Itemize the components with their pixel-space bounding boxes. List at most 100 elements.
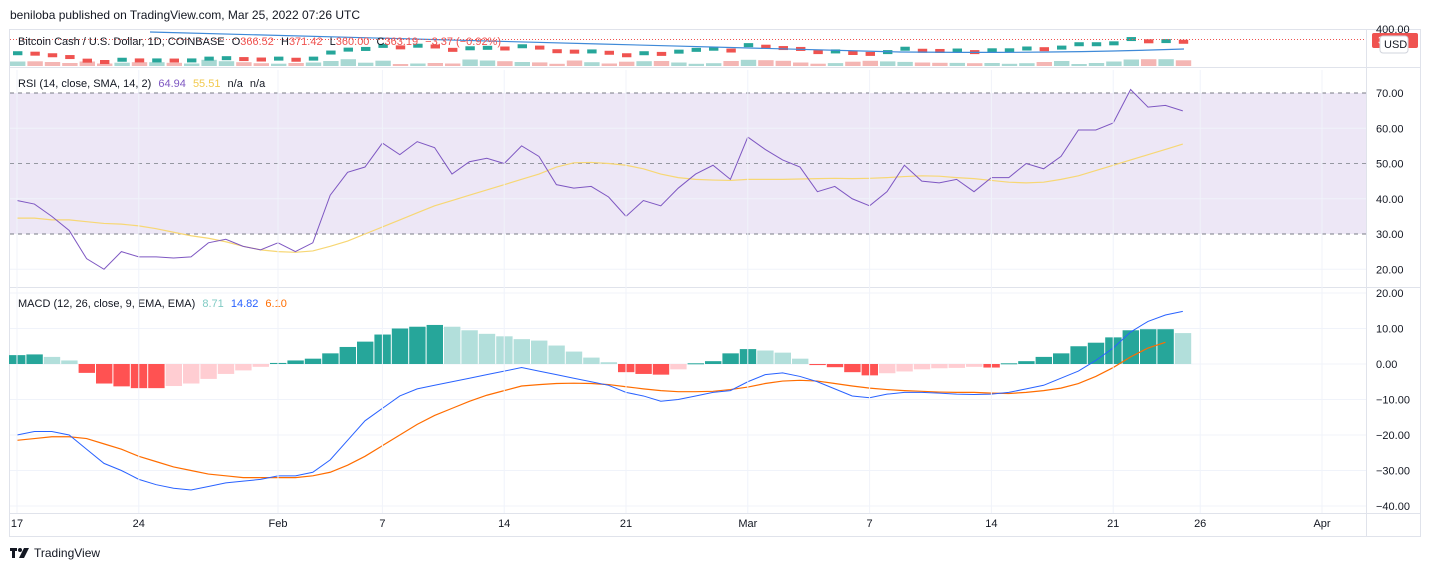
macd-histogram-bar xyxy=(705,361,722,364)
rsi-legend: RSI (14, close, SMA, 14, 2) 64.94 55.51 … xyxy=(18,78,266,90)
volume-bar xyxy=(688,63,704,66)
volume-bar xyxy=(79,61,95,66)
rsi-pane[interactable]: 70.00 60.00 50.00 40.00 30.00 20.00 RSI (14, … xyxy=(10,78,1404,276)
price-candle xyxy=(1004,48,1015,53)
volume-bar xyxy=(949,62,965,66)
price-candle xyxy=(239,57,249,62)
volume-bar xyxy=(758,60,774,66)
macd-histogram-bar xyxy=(583,357,600,364)
price-candle xyxy=(134,58,145,63)
volume-bar xyxy=(740,59,757,66)
price-candle xyxy=(1178,39,1189,44)
macd-histogram-bar xyxy=(722,353,739,364)
publisher-caption: beniloba published on TradingView.com, M… xyxy=(10,8,360,22)
volume-bar xyxy=(845,61,861,66)
macd-histogram-bar xyxy=(913,364,931,370)
macd-histogram-bar xyxy=(287,360,304,364)
volume-bar xyxy=(1054,61,1070,66)
volume-bar xyxy=(44,62,61,66)
volume-bar xyxy=(427,63,443,66)
macd-histogram-bar xyxy=(113,364,130,387)
rsi-sma-legend-value: 55.51 xyxy=(193,78,221,90)
price-candle xyxy=(343,47,353,52)
volume-bar xyxy=(27,61,43,66)
macd-histogram-bar xyxy=(1018,361,1035,364)
volume-bar xyxy=(497,61,513,66)
macd-tick-label: −40.00 xyxy=(1376,501,1410,513)
macd-histogram-bar xyxy=(600,362,617,364)
volume-bar xyxy=(932,62,948,66)
volume-bar xyxy=(532,62,548,66)
macd-histogram-bar xyxy=(322,353,339,364)
volume-bar xyxy=(149,62,165,66)
change-value: −3.37 (−0.92%) xyxy=(425,36,501,48)
volume-bar xyxy=(410,63,426,66)
price-candle xyxy=(187,58,197,63)
rsi-legend-value: 64.94 xyxy=(158,78,186,90)
macd-histogram-bar xyxy=(966,364,983,367)
close-label: C xyxy=(377,36,385,48)
price-candle xyxy=(726,48,736,53)
macd-histogram-bar xyxy=(252,364,269,367)
price-candle xyxy=(1109,41,1119,46)
price-candle xyxy=(761,44,771,49)
macd-histogram-bar xyxy=(61,360,78,364)
time-tick-label: Feb xyxy=(269,518,288,530)
price-candle xyxy=(30,51,40,56)
macd-histogram-bar xyxy=(670,364,687,370)
time-tick-label: Apr xyxy=(1313,518,1330,530)
price-candle xyxy=(1091,42,1102,47)
macd-histogram-bar xyxy=(531,340,548,364)
volume-bar xyxy=(1088,63,1105,66)
macd-histogram-bar xyxy=(478,333,496,364)
price-candle xyxy=(465,46,475,51)
macd-histogram-bar xyxy=(148,364,165,389)
high-label: H xyxy=(281,36,289,48)
volume-bar xyxy=(1001,63,1018,66)
time-tick-label: 14 xyxy=(985,518,997,530)
price-candle xyxy=(830,49,841,54)
time-grid xyxy=(16,70,1323,513)
price-candle xyxy=(865,51,875,56)
macd-tick-label: −30.00 xyxy=(1376,466,1410,478)
macd-histogram-bar xyxy=(217,364,235,374)
volume-bar xyxy=(323,61,339,66)
volume-bar xyxy=(445,63,461,66)
price-candle xyxy=(987,48,997,53)
volume-bar xyxy=(601,63,617,66)
price-candle xyxy=(778,46,788,51)
price-candle xyxy=(743,43,754,48)
currency-label: USD xyxy=(1384,39,1407,51)
macd-histogram-bar xyxy=(1174,333,1192,364)
price-candle xyxy=(221,56,232,61)
price-candle xyxy=(622,53,632,58)
time-axis: 17 24 Feb 7 14 21 Mar 7 14 21 26 Apr xyxy=(11,518,1331,530)
rsi-lines xyxy=(16,88,1183,270)
macd-grid xyxy=(10,292,1366,507)
time-tick-label: 7 xyxy=(867,518,873,530)
tradingview-logo-icon xyxy=(10,548,29,558)
macd-tick-label: −10.00 xyxy=(1376,395,1410,407)
volume-bar xyxy=(793,62,809,66)
price-candle xyxy=(587,49,597,54)
macd-tick-label: 0.00 xyxy=(1376,359,1397,371)
price-pane[interactable]: 400.00 363 USD Bitcoin Cash / U.S. Dolla… xyxy=(10,24,1418,66)
price-candle xyxy=(691,47,701,52)
macd-histogram-bar xyxy=(183,364,200,384)
price-candle xyxy=(935,48,945,53)
macd-y-axis: 20.00 10.00 0.00 −10.00 −20.00 −30.00 −40.00 xyxy=(1376,288,1410,513)
price-candle xyxy=(361,46,371,51)
currency-badge[interactable] xyxy=(1379,35,1409,54)
price-candle xyxy=(552,49,562,54)
time-tick-label: 7 xyxy=(379,518,385,530)
macd-histogram-bar xyxy=(635,364,652,374)
time-tick-label: 21 xyxy=(1107,518,1119,530)
price-candle xyxy=(1126,37,1136,42)
macd-pane[interactable]: 20.00 10.00 0.00 −10.00 −20.00 −30.00 −40.00 M… xyxy=(9,288,1410,513)
price-candle xyxy=(639,51,649,56)
volume-bar xyxy=(723,61,739,66)
macd-histogram-bar xyxy=(43,356,61,364)
time-tick-label: 24 xyxy=(133,518,145,530)
volume-bar xyxy=(1158,59,1174,66)
